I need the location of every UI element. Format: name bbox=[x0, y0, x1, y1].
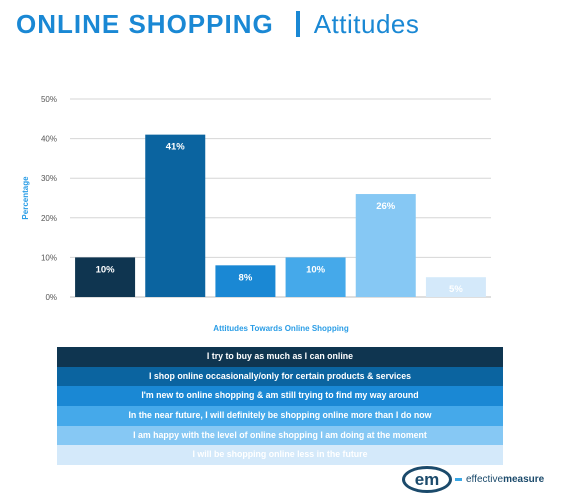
legend-item: I'm new to online shopping & am still tr… bbox=[57, 386, 503, 407]
x-axis-label: Attitudes Towards Online Shopping bbox=[213, 324, 349, 333]
y-tick-label: 40% bbox=[41, 135, 57, 144]
bar-value-label: 26% bbox=[376, 201, 396, 212]
page-title: ONLINE SHOPPING Attitudes bbox=[16, 4, 419, 44]
y-tick-labels: 0% 10% 20% 30% 40% 50% bbox=[41, 95, 57, 302]
bar-value-label: 41% bbox=[166, 142, 186, 153]
y-tick-label: 0% bbox=[45, 293, 57, 302]
y-tick-label: 20% bbox=[41, 214, 57, 223]
bar bbox=[425, 277, 486, 297]
bar bbox=[285, 257, 346, 297]
y-axis-label: Percentage bbox=[21, 176, 30, 220]
value-labels: 10% 41% 8% 10% 26% 5% bbox=[96, 142, 464, 296]
legend-item: I shop online occasionally/only for cert… bbox=[57, 366, 503, 387]
legend-item: I am happy with the level of online shop… bbox=[57, 425, 503, 446]
title-main: ONLINE SHOPPING bbox=[16, 8, 274, 39]
logo-text: effectivemeasure bbox=[466, 474, 544, 485]
y-tick-label: 10% bbox=[41, 253, 57, 262]
logo-text-effective: effective bbox=[466, 474, 504, 485]
logo-text-measure: measure bbox=[503, 474, 545, 485]
title-divider bbox=[295, 11, 300, 37]
bar bbox=[215, 265, 276, 297]
legend-item: In the near future, I will definitely be… bbox=[57, 406, 503, 426]
logo-dash bbox=[455, 478, 462, 481]
legend-item: I try to buy as much as I can online bbox=[57, 347, 503, 367]
y-tick-label: 50% bbox=[41, 95, 57, 104]
title-subtitle: Attitudes bbox=[313, 8, 420, 39]
bar-value-label: 5% bbox=[449, 284, 463, 295]
bar bbox=[355, 194, 416, 297]
bar-value-label: 10% bbox=[96, 264, 116, 275]
bar-chart: 0% 10% 20% 30% 40% 50% 10% 41% 8% 10% 26% 5% Perce… bbox=[21, 95, 491, 333]
legend: I try to buy as much as I can online I sh… bbox=[57, 347, 503, 466]
y-tick-label: 30% bbox=[41, 174, 57, 183]
legend-item: I will be shopping online less in the fu… bbox=[57, 445, 503, 466]
gridlines bbox=[70, 98, 491, 298]
bars bbox=[75, 134, 486, 297]
bar-value-label: 10% bbox=[306, 264, 326, 275]
bar bbox=[145, 134, 206, 297]
logo-mark: em bbox=[402, 466, 452, 493]
effective-measure-logo: em effectivemeasure bbox=[402, 466, 544, 493]
bar-value-label: 8% bbox=[239, 272, 253, 283]
bar bbox=[75, 257, 136, 297]
